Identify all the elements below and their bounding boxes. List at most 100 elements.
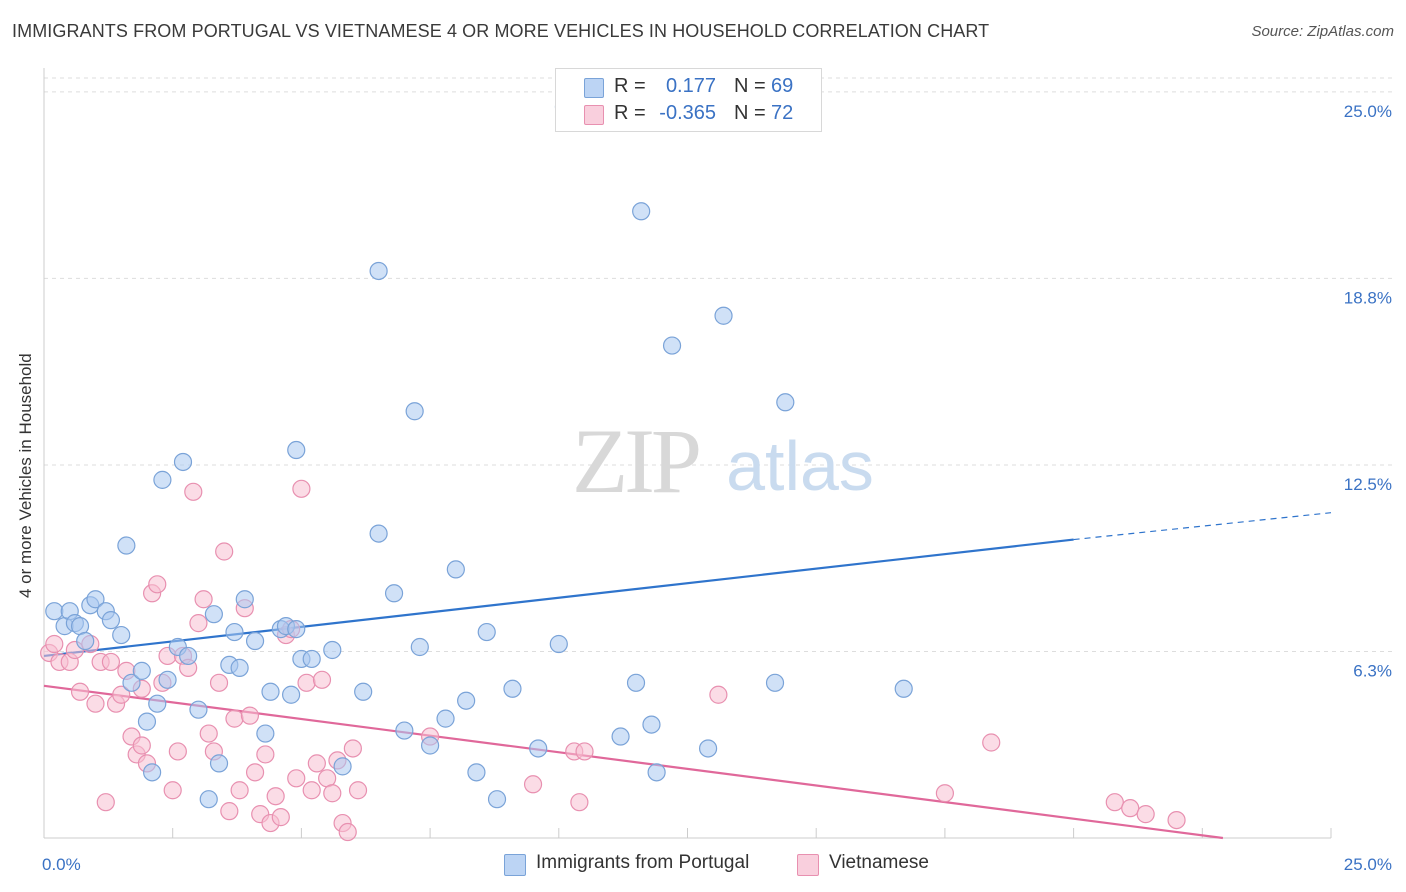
- portugal-point: [282, 685, 301, 704]
- y-tick-label: 25.0%: [1344, 102, 1392, 121]
- y-tick-label: 18.8%: [1344, 288, 1392, 307]
- portugal-point: [626, 673, 646, 692]
- portugal-point: [395, 721, 414, 740]
- vietnamese-point: [343, 739, 362, 758]
- bottom-legend-label: Immigrants from Portugal: [536, 852, 750, 873]
- legend-n-value: 72: [771, 102, 794, 124]
- y-axis-title: 4 or more Vehicles in Household: [16, 353, 35, 598]
- y-tick-label: 12.5%: [1344, 475, 1392, 494]
- vietnamese-point: [297, 673, 316, 692]
- portugal-point: [698, 739, 718, 758]
- portugal-point: [333, 757, 352, 776]
- portugal-point: [225, 622, 244, 642]
- legend-swatch-pink: [584, 105, 604, 125]
- vietnamese-point: [168, 742, 187, 761]
- portugal-point: [148, 694, 167, 713]
- portugal-point: [256, 724, 275, 743]
- bottom-legend-portugal: Immigrants from Portugal: [504, 852, 750, 876]
- portugal-point: [632, 202, 651, 221]
- vietnamese-trend-line: [43, 684, 1224, 840]
- portugal-point: [86, 590, 105, 609]
- portugal-trend-extension: [1073, 512, 1332, 541]
- legend-n-value: 69: [771, 75, 794, 97]
- portugal-point: [354, 682, 373, 701]
- vietnamese-point: [209, 673, 229, 692]
- portugal-point: [765, 673, 785, 692]
- portugal-point: [112, 625, 131, 645]
- vietnamese-point: [266, 787, 285, 806]
- portugal-point: [446, 560, 465, 579]
- x-tick-label: 25.0%: [1344, 855, 1392, 874]
- vietnamese-point: [225, 709, 244, 728]
- vietnamese-point: [101, 652, 121, 672]
- portugal-point: [245, 631, 265, 651]
- bottom-legend-label: Vietnamese: [829, 852, 929, 873]
- vietnamese-point: [287, 769, 306, 788]
- portugal-point: [261, 682, 280, 701]
- vietnamese-point: [338, 822, 357, 842]
- vietnamese-point: [256, 745, 275, 764]
- y-tick-label: 6.3%: [1353, 661, 1392, 680]
- vietnamese-point: [292, 479, 311, 498]
- portugal-point: [287, 619, 306, 639]
- vietnamese-point: [312, 670, 332, 689]
- vietnamese-point: [194, 590, 213, 609]
- legend-n-label: N =: [734, 102, 766, 124]
- portugal-point: [369, 524, 388, 543]
- portugal-point: [204, 605, 223, 624]
- vietnamese-point: [70, 682, 90, 701]
- chart-title: IMMIGRANTS FROM PORTUGAL VS VIETNAMESE 4…: [12, 21, 990, 41]
- vietnamese-point: [1121, 799, 1140, 818]
- watermark-zip: ZIP: [572, 410, 699, 512]
- vietnamese-point: [307, 754, 326, 773]
- portugal-point: [436, 709, 455, 728]
- vietnamese-point: [1105, 793, 1124, 812]
- axes: [43, 68, 1332, 839]
- vietnamese-point: [1167, 810, 1186, 830]
- vietnamese-point: [935, 784, 955, 803]
- portugal-point: [776, 393, 795, 412]
- portugal-point: [369, 261, 388, 281]
- portugal-point: [287, 440, 306, 460]
- vietnamese-point: [230, 781, 249, 800]
- legend-row-vietnamese: R = -0.365 N = 72: [556, 102, 821, 130]
- portugal-point: [611, 727, 630, 746]
- vietnamese-point: [132, 736, 151, 755]
- portugal-point: [143, 763, 162, 782]
- vietnamese-point: [245, 763, 265, 782]
- portugal-point: [457, 691, 476, 710]
- vietnamese-point: [112, 685, 131, 704]
- portugal-point: [384, 584, 404, 603]
- portugal-point: [647, 763, 666, 782]
- vietnamese-point: [189, 614, 208, 633]
- portugal-trend-line: [43, 538, 1074, 658]
- portugal-point: [529, 739, 548, 758]
- x-tick-label: 0.0%: [42, 855, 81, 874]
- bottom-legend-swatch-pink: [797, 854, 819, 876]
- vietnamese-point: [163, 781, 182, 800]
- portugal-point: [662, 336, 682, 355]
- vietnamese-point: [148, 575, 167, 594]
- legend-r-value: 0.177: [665, 75, 716, 97]
- legend-row-portugal: R = 0.177 N = 69: [556, 75, 821, 103]
- legend-swatch-blue: [584, 78, 604, 98]
- portugal-point: [549, 634, 568, 654]
- portugal-point: [894, 679, 913, 698]
- vietnamese-point: [1136, 805, 1155, 824]
- portugal-point: [45, 602, 64, 621]
- portugal-point: [199, 790, 218, 809]
- source-label: Source: ZipAtlas.com: [1251, 23, 1394, 40]
- vietnamese-point: [302, 781, 321, 800]
- vietnamese-point: [215, 542, 234, 561]
- portugal-point: [503, 679, 522, 698]
- watermark-atlas: atlas: [726, 427, 874, 505]
- legend-r-label: R =: [614, 102, 646, 124]
- vietnamese-point: [523, 775, 543, 794]
- bottom-legend-vietnamese: Vietnamese: [797, 852, 929, 876]
- correlation-legend: R = 0.177 N = 69 R = -0.365 N = 72: [555, 68, 822, 132]
- tick-labels: 6.3% 12.5% 18.8% 25.0% 0.0% 25.0%: [42, 102, 1392, 874]
- portugal-point: [122, 673, 141, 692]
- vietnamese-point: [96, 793, 115, 812]
- vietnamese-point: [570, 793, 589, 812]
